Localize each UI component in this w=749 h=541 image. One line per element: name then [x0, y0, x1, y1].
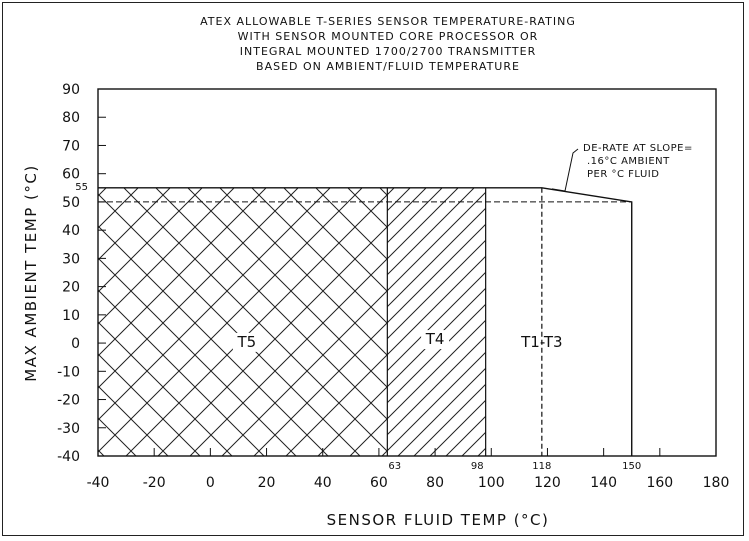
y-tick-label: 90 — [62, 82, 80, 98]
annotation-leader-line — [551, 148, 579, 192]
region-label-backing — [232, 332, 261, 352]
plot-frame — [97, 88, 717, 457]
y-tick-label: -10 — [57, 364, 80, 380]
y-tick-label: 30 — [62, 251, 80, 267]
chart-title-line-4: BASED ON AMBIENT/FLUID TEMPERATURE — [256, 60, 520, 73]
rating-boundary-line — [98, 187, 633, 456]
chart-frame: ATEX ALLOWABLE T-SERIES SENSOR TEMPERATU… — [2, 2, 744, 536]
annotation-line-2: .16°C AMBIENT — [587, 156, 670, 167]
x-tick-label: 0 — [206, 475, 215, 491]
derate-annotation: DE-RATE AT SLOPE= .16°C AMBIENT PER °C F… — [583, 143, 693, 180]
region-t4-fill — [387, 187, 486, 457]
x-tick-label: 40 — [314, 475, 332, 491]
x-tick-label: 100 — [478, 475, 505, 491]
y-tick-label: -40 — [57, 449, 80, 465]
region-t5-fill — [98, 187, 388, 457]
lines-layer — [98, 148, 633, 456]
x-tick-label: -20 — [143, 475, 166, 491]
x-tick-label: 140 — [590, 475, 617, 491]
annotation-line-1: DE-RATE AT SLOPE= — [583, 143, 693, 154]
region-label-t4: T4 — [425, 330, 445, 348]
x-axis-label: SENSOR FLUID TEMP (°C) — [327, 511, 550, 529]
x-marker-label-98: 98 — [471, 461, 484, 472]
y-marker-label-55: 55 — [75, 182, 88, 193]
region-label-t5: T5 — [237, 333, 257, 351]
x-marker-label-150: 150 — [622, 461, 641, 472]
y-tick-label: 10 — [62, 308, 80, 324]
x-tick-label: 60 — [370, 475, 388, 491]
x-tick-label: 120 — [534, 475, 561, 491]
regions-layer: T5 T4 T1-T3 — [98, 187, 571, 457]
y-tick-label: 20 — [62, 280, 80, 296]
x-marker-label-118: 118 — [532, 461, 551, 472]
y-tick-label: -30 — [57, 421, 80, 437]
chart-title-line-1: ATEX ALLOWABLE T-SERIES SENSOR TEMPERATU… — [200, 15, 576, 28]
y-tick-label: 50 — [62, 195, 80, 211]
annotation-line-3: PER °C FLUID — [587, 169, 659, 180]
x-tick-label: 180 — [703, 475, 730, 491]
chart-title-line-2: WITH SENSOR MOUNTED CORE PROCESSOR OR — [238, 30, 539, 43]
x-tick-label: 20 — [258, 475, 276, 491]
y-tick-label: 0 — [71, 336, 80, 352]
region-label-backing — [421, 330, 450, 350]
chart-svg: ATEX ALLOWABLE T-SERIES SENSOR TEMPERATU… — [22, 15, 729, 529]
y-tick-label: -20 — [57, 393, 80, 409]
y-tick-label: 80 — [62, 110, 80, 126]
x-tick-label: 160 — [646, 475, 673, 491]
chart-title-line-3: INTEGRAL MOUNTED 1700/2700 TRANSMITTER — [240, 45, 537, 58]
y-tick-label: 40 — [62, 223, 80, 239]
x-tick-label: 80 — [426, 475, 444, 491]
y-axis-label: MAX AMBIENT TEMP (°C) — [22, 164, 40, 381]
x-tick-label: -40 — [87, 475, 110, 491]
x-marker-label-63: 63 — [388, 461, 401, 472]
y-tick-label: 60 — [62, 167, 80, 183]
y-tick-label: 70 — [62, 138, 80, 154]
